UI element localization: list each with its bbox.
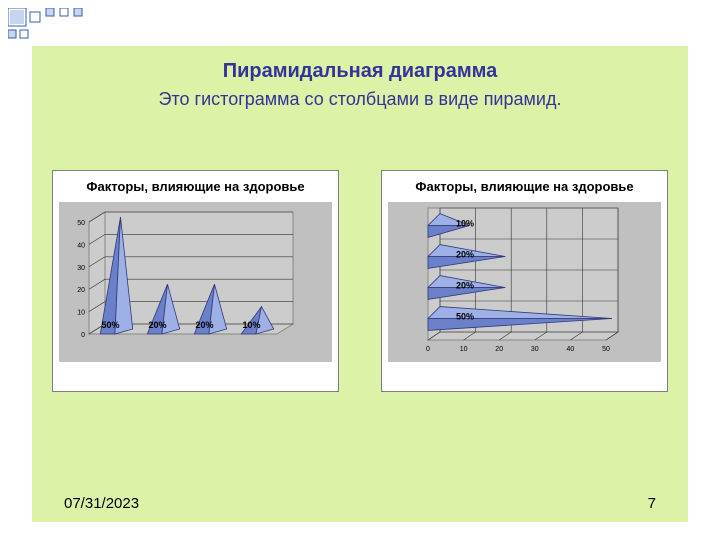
svg-text:50: 50: [77, 220, 85, 227]
svg-text:10: 10: [460, 346, 468, 353]
footer: 07/31/2023 7: [32, 495, 688, 512]
svg-text:10: 10: [77, 309, 85, 316]
chart-right: Факторы, влияющие на здоровье оценка 010…: [381, 170, 668, 392]
svg-text:20%: 20%: [195, 320, 213, 330]
svg-text:50: 50: [602, 346, 610, 353]
svg-text:50%: 50%: [456, 311, 474, 321]
chart-left-plot: 0 10 20 30 40 50 50% 20% 20% 10%: [59, 202, 332, 362]
svg-text:10%: 10%: [242, 320, 260, 330]
chart-left: Факторы, влияющие на здоровье оценка 010…: [52, 170, 339, 392]
svg-text:20: 20: [495, 346, 503, 353]
footer-page-number: 7: [648, 495, 656, 512]
svg-text:20: 20: [77, 287, 85, 294]
page-subtitle: Это гистограмма со столбцами в виде пира…: [32, 83, 688, 110]
corner-decoration: [8, 8, 128, 48]
svg-text:40: 40: [567, 346, 575, 353]
svg-text:50%: 50%: [101, 320, 119, 330]
svg-text:40: 40: [77, 242, 85, 249]
content-area: Пирамидальная диаграмма Это гистограмма …: [32, 46, 688, 522]
svg-text:30: 30: [531, 346, 539, 353]
svg-text:0: 0: [81, 332, 85, 339]
charts-row: Факторы, влияющие на здоровье оценка 010…: [32, 110, 688, 392]
page-title: Пирамидальная диаграмма: [32, 46, 688, 83]
svg-text:10%: 10%: [456, 218, 474, 228]
svg-text:0: 0: [426, 346, 430, 353]
svg-text:30: 30: [77, 265, 85, 272]
svg-text:20%: 20%: [148, 320, 166, 330]
svg-text:20%: 20%: [456, 280, 474, 290]
chart-right-title: Факторы, влияющие на здоровье: [382, 171, 667, 202]
slide: Пирамидальная диаграмма Это гистограмма …: [0, 0, 720, 540]
chart-left-title: Факторы, влияющие на здоровье: [53, 171, 338, 202]
footer-date: 07/31/2023: [64, 495, 139, 512]
svg-text:20%: 20%: [456, 249, 474, 259]
chart-right-plot: 0 10 20 30 40 50 10% 20% 20% 50%: [388, 202, 661, 362]
